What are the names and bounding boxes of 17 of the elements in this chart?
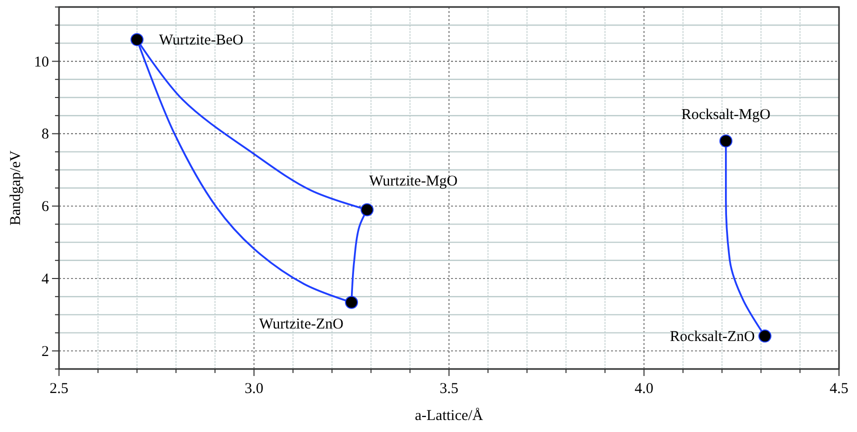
- y-tick-label: 2: [42, 344, 49, 360]
- y-tick-label: 4: [42, 272, 50, 288]
- y-tick-label: 8: [42, 126, 49, 143]
- x-tick-label: 3.0: [244, 381, 264, 397]
- x-tick-label: 4.0: [634, 381, 654, 397]
- annotation: Wurtzite-BeO: [159, 32, 244, 49]
- annotation: Rocksalt-ZnO: [670, 329, 756, 346]
- annotation: Rocksalt-MgO: [681, 106, 771, 123]
- y-tick-label: 6: [42, 199, 50, 216]
- annotation: Wurtzite-ZnO: [259, 316, 344, 332]
- x-tick-label: 4.5: [830, 381, 848, 397]
- x-axis-title: a-Lattice/Å: [414, 407, 484, 424]
- x-tick-label: 3.5: [440, 381, 458, 397]
- x-tick-label: 2.5: [50, 381, 68, 397]
- y-tick-label: 10: [34, 54, 49, 70]
- annotation: Wurtzite-MgO: [369, 174, 458, 190]
- y-axis-title: Bandgap/eV: [8, 150, 24, 226]
